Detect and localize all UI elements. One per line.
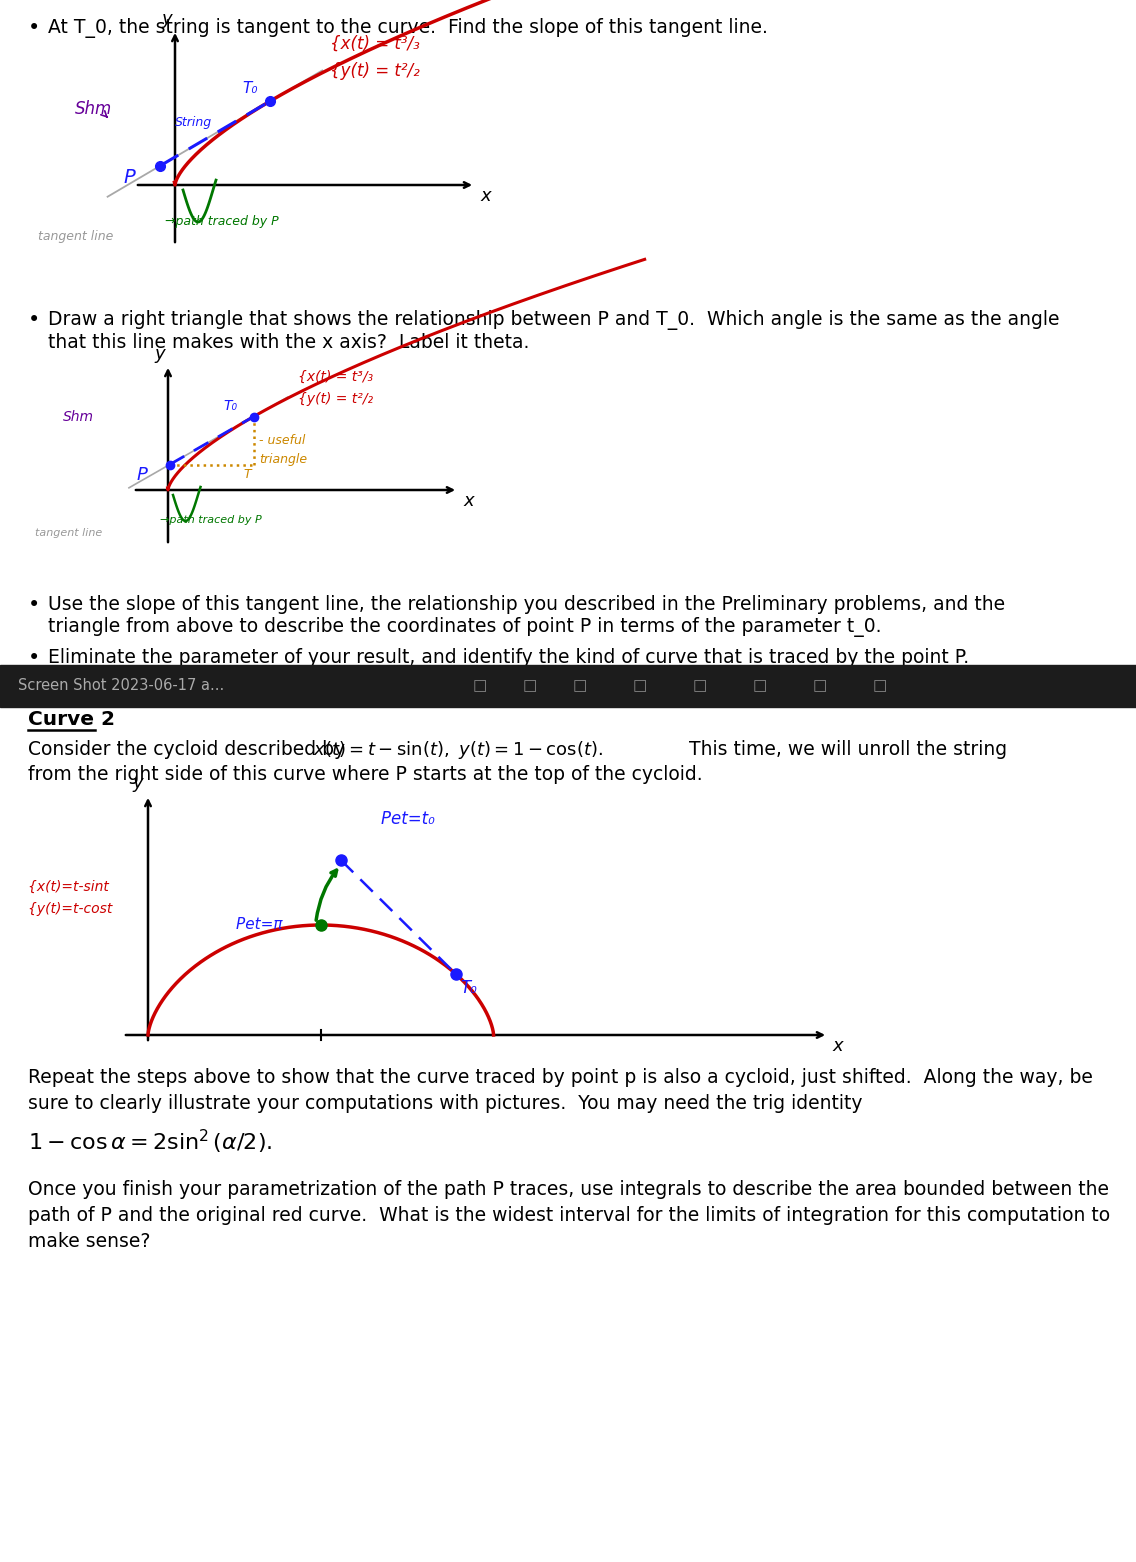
- Text: Eliminate the parameter of your result, and identify the kind of curve that is t: Eliminate the parameter of your result, …: [48, 648, 969, 667]
- Text: T₀: T₀: [461, 979, 477, 997]
- Text: □: □: [523, 678, 537, 694]
- Text: {x(t)⁠=⁠t⁠-⁠sint: {x(t)⁠=⁠t⁠-⁠sint: [28, 879, 109, 893]
- Text: P⁠e⁠t⁠=⁠π: P⁠e⁠t⁠=⁠π: [236, 917, 282, 933]
- Text: x: x: [481, 187, 491, 205]
- Text: {y(t)⁠=⁠t⁠-⁠cost: {y(t)⁠=⁠t⁠-⁠cost: [28, 901, 112, 915]
- Text: {x(t) = t³/₃: {x(t) = t³/₃: [298, 370, 373, 384]
- Text: □: □: [753, 678, 767, 694]
- Text: $1 - \cos\alpha = 2\sin^2(\alpha/2).$: $1 - \cos\alpha = 2\sin^2(\alpha/2).$: [28, 1128, 273, 1156]
- Text: □: □: [573, 678, 587, 694]
- Text: P: P: [136, 467, 148, 484]
- Text: Consider the cycloid described by: Consider the cycloid described by: [28, 740, 351, 759]
- Text: sure to clearly illustrate your computations with pictures.  You may need the tr: sure to clearly illustrate your computat…: [28, 1093, 862, 1114]
- Text: String: String: [175, 116, 212, 128]
- Text: →path traced by P: →path traced by P: [165, 216, 278, 228]
- Text: y: y: [154, 345, 166, 362]
- Text: □: □: [693, 678, 708, 694]
- Text: {y(t) = t²/₂: {y(t) = t²/₂: [329, 62, 419, 80]
- Text: triangle: triangle: [259, 453, 307, 465]
- Text: path of P and the original red curve.  What is the widest interval for the limit: path of P and the original red curve. Wh…: [28, 1206, 1110, 1225]
- Text: {x(t) = t³/₃: {x(t) = t³/₃: [329, 34, 419, 53]
- Text: Use the slope of this tangent line, the relationship you described in the Prelim: Use the slope of this tangent line, the …: [48, 595, 1005, 637]
- Text: tangent line: tangent line: [37, 230, 114, 244]
- Text: □: □: [633, 678, 648, 694]
- Text: - useful: - useful: [259, 434, 306, 447]
- Text: P: P: [123, 169, 135, 187]
- Text: •: •: [28, 309, 40, 330]
- Text: T₀: T₀: [242, 81, 258, 97]
- Text: At T_0, the string is tangent to the curve.  Find the slope of this tangent line: At T_0, the string is tangent to the cur…: [48, 19, 768, 37]
- Text: x: x: [832, 1037, 843, 1054]
- Text: Draw a right triangle that shows the relationship between P and T_0.  Which angl: Draw a right triangle that shows the rel…: [48, 309, 1060, 351]
- Text: tangent line: tangent line: [35, 528, 102, 537]
- Text: This time, we will unroll the string: This time, we will unroll the string: [683, 740, 1008, 759]
- Text: □: □: [872, 678, 887, 694]
- Text: □: □: [813, 678, 827, 694]
- Text: make sense?: make sense?: [28, 1232, 150, 1251]
- Text: Repeat the steps above to show that the curve traced by point p is also a cycloi: Repeat the steps above to show that the …: [28, 1068, 1093, 1087]
- Text: Curve 2: Curve 2: [28, 711, 115, 729]
- Text: •: •: [28, 648, 40, 669]
- Text: •: •: [28, 595, 40, 615]
- Text: T₀: T₀: [224, 398, 237, 412]
- Text: →path traced by P: →path traced by P: [160, 515, 261, 525]
- Text: Shm: Shm: [75, 100, 112, 119]
- Text: x: x: [463, 492, 474, 511]
- Text: Once you finish your parametrization of the path P traces, use integrals to desc: Once you finish your parametrization of …: [28, 1179, 1109, 1200]
- Text: Screen Shot 2023-06-17 a...: Screen Shot 2023-06-17 a...: [18, 678, 224, 694]
- Text: •: •: [28, 19, 40, 37]
- Text: y: y: [133, 775, 143, 792]
- Text: {y(t) = t²/₂: {y(t) = t²/₂: [298, 392, 373, 406]
- Text: $x(t) = t - \sin(t),\ y(t) = 1 - \cos(t).$: $x(t) = t - \sin(t),\ y(t) = 1 - \cos(t)…: [314, 739, 603, 761]
- Text: Shm: Shm: [62, 409, 94, 423]
- Text: from the right side of this curve where P starts at the top of the cycloid.: from the right side of this curve where …: [28, 765, 703, 784]
- Text: □: □: [473, 678, 487, 694]
- Text: P⁠e⁠t⁠=⁠t₀: P⁠e⁠t⁠=⁠t₀: [381, 811, 435, 828]
- Text: y: y: [161, 9, 173, 28]
- Text: T: T: [243, 469, 251, 481]
- Bar: [0, 665, 1136, 708]
